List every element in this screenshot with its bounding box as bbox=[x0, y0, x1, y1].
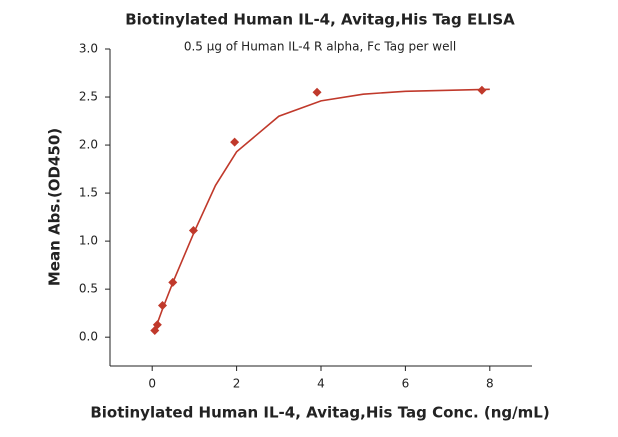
x-tick-label: 0 bbox=[148, 377, 156, 391]
y-tick-label: 0.5 bbox=[79, 282, 98, 296]
data-point bbox=[477, 85, 487, 95]
data-point bbox=[168, 277, 178, 287]
y-tick-label: 1.5 bbox=[79, 186, 98, 200]
y-tick-label: 2.0 bbox=[79, 138, 98, 152]
x-axis-label: Biotinylated Human IL-4, Avitag,His Tag … bbox=[90, 404, 549, 422]
x-tick-label: 2 bbox=[233, 377, 241, 391]
fit-curve bbox=[153, 88, 490, 331]
data-point bbox=[152, 320, 162, 330]
data-point bbox=[157, 300, 167, 310]
chart-title: Biotinylated Human IL-4, Avitag,His Tag … bbox=[125, 11, 515, 29]
x-tick-label: 8 bbox=[486, 377, 494, 391]
x-tick-label: 6 bbox=[402, 377, 410, 391]
data-point bbox=[312, 87, 322, 97]
y-tick-label: 1.0 bbox=[79, 234, 98, 248]
y-axis-label: Mean Abs.(OD450) bbox=[46, 128, 64, 286]
x-tick-label: 4 bbox=[317, 377, 325, 391]
y-tick-label: 0.0 bbox=[79, 330, 98, 344]
y-tick-label: 3.0 bbox=[79, 42, 98, 56]
y-tick-label: 2.5 bbox=[79, 90, 98, 104]
chart-subtitle: 0.5 μg of Human IL-4 R alpha, Fc Tag per… bbox=[184, 40, 456, 54]
data-point bbox=[188, 226, 198, 236]
data-point bbox=[230, 137, 240, 147]
